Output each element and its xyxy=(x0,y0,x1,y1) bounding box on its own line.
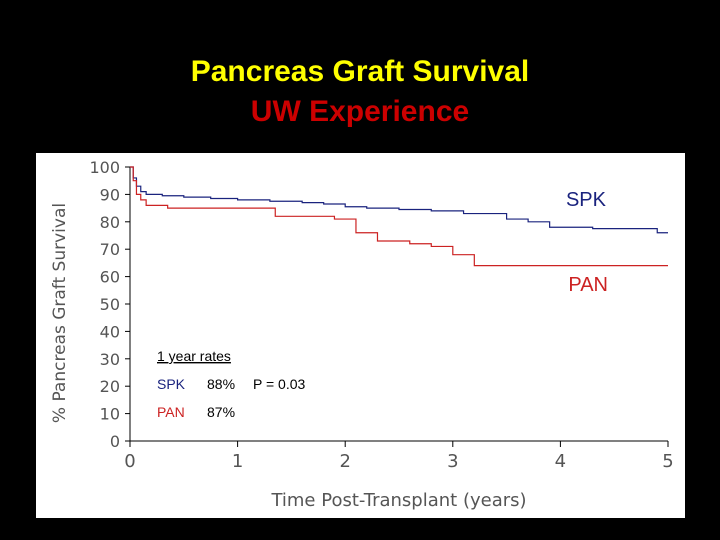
x-tick-label: 1 xyxy=(232,451,243,472)
survival-chart: 0 10 20 30 40 50 60 70 80 90 100 0 1 2 3 4 5 % Pancreas… xyxy=(50,158,674,511)
rates-annotation: 1 year rates SPK 88% P = 0.03 PAN 87% xyxy=(157,348,306,420)
x-tick-label: 0 xyxy=(124,451,135,472)
y-tick-label: 50 xyxy=(100,295,120,314)
y-axis-label: % Pancreas Graft Survival xyxy=(50,203,70,423)
y-tick-label: 100 xyxy=(89,158,120,177)
x-tick-label: 3 xyxy=(447,451,458,472)
y-tick-label: 20 xyxy=(100,377,120,396)
y-tick-label: 90 xyxy=(100,185,120,204)
rate-row-spk-rate: 88% xyxy=(207,376,235,392)
y-tick-label: 80 xyxy=(100,213,120,232)
rate-row-pan-rate: 87% xyxy=(207,404,235,420)
series-label-pan: PAN xyxy=(568,274,608,296)
rate-row-spk-name: SPK xyxy=(157,376,186,392)
x-tick-label: 4 xyxy=(555,451,566,472)
series-line-spk xyxy=(130,166,668,234)
y-tick-label: 10 xyxy=(100,405,120,424)
slide-title: Pancreas Graft Survival UW Experience xyxy=(0,52,720,132)
x-tick-label: 5 xyxy=(662,451,673,472)
chart-panel: 0 10 20 30 40 50 60 70 80 90 100 0 1 2 3 4 5 % Pancreas… xyxy=(36,153,685,518)
y-tick-label: 70 xyxy=(100,240,120,259)
y-tick-label: 40 xyxy=(100,322,120,341)
series-line-pan xyxy=(130,166,668,267)
x-tick-label: 2 xyxy=(339,451,350,472)
title-line-1: Pancreas Graft Survival xyxy=(190,55,530,88)
y-tick-label: 30 xyxy=(100,350,120,369)
title-line-2: UW Experience xyxy=(250,95,470,128)
rates-heading: 1 year rates xyxy=(157,348,231,364)
series-label-spk: SPK xyxy=(566,189,607,211)
y-tick-label: 0 xyxy=(110,432,120,451)
x-axis-label: Time Post-Transplant (years) xyxy=(270,490,526,511)
rate-row-spk-note: P = 0.03 xyxy=(253,376,306,392)
y-tick-label: 60 xyxy=(100,268,120,287)
rate-row-pan-name: PAN xyxy=(157,404,185,420)
